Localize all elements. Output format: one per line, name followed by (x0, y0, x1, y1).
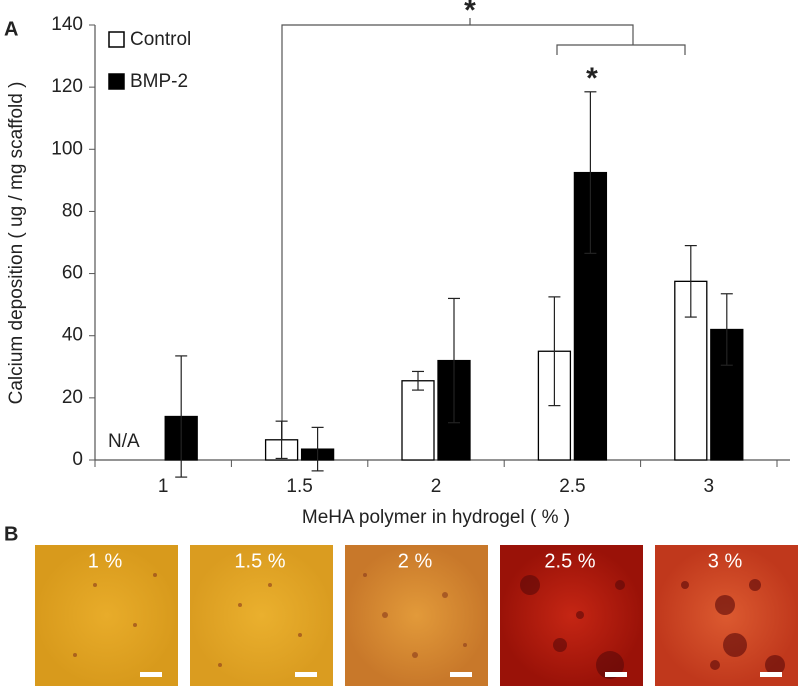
error-bar (684, 245, 697, 318)
x-axis-label: MeHA polymer in hydrogel ( % ) (302, 507, 570, 528)
scale-bar (295, 672, 317, 677)
micrograph-spot (93, 583, 97, 587)
image-label: 2 % (398, 550, 433, 572)
x-tick-label: 2 (431, 476, 442, 497)
legend-swatch (108, 73, 125, 90)
legend-swatch (108, 31, 125, 48)
error-bar (548, 296, 561, 407)
panel-label: A (4, 18, 18, 40)
scale-bar (450, 672, 472, 677)
x-tick-label: 1.5 (286, 476, 312, 497)
y-tick-label: 140 (51, 14, 83, 35)
bracket (556, 44, 686, 55)
micrograph-spot (553, 638, 567, 652)
micrograph-spot (268, 583, 272, 587)
micrograph-spot (363, 573, 367, 577)
error-bar (584, 91, 597, 254)
image-label: 1.5 % (234, 550, 285, 572)
y-axis-label: Calcium deposition ( ug / mg scaffold ) (6, 82, 27, 405)
legend-label: Control (130, 29, 191, 50)
micrograph-spot (218, 663, 222, 667)
y-tick-label: 80 (62, 200, 83, 221)
micrograph-spot (723, 633, 747, 657)
micrograph-spot (576, 611, 584, 619)
x-tick-label: 3 (704, 476, 715, 497)
micrograph (190, 545, 333, 686)
micrograph-spot (520, 575, 540, 595)
y-tick-label: 20 (62, 387, 83, 408)
micrograph-spot (442, 592, 448, 598)
y-tick-label: 100 (51, 138, 83, 159)
micrograph-spot (710, 660, 720, 670)
micrograph-spot (615, 580, 625, 590)
micrograph-spot (298, 633, 302, 637)
error-bar (448, 297, 460, 424)
micrograph (345, 545, 488, 686)
na-label: N/A (108, 431, 140, 452)
error-bar (275, 420, 288, 460)
image-label: 3 % (708, 550, 743, 572)
legend-label: BMP-2 (130, 71, 188, 92)
micrograph (35, 545, 178, 686)
image-label: 1 % (88, 550, 123, 572)
micrograph-spot (382, 612, 388, 618)
micrograph-spot (153, 573, 157, 577)
y-tick-label: 40 (62, 325, 83, 346)
micrograph-spot (749, 579, 761, 591)
bar (401, 380, 435, 461)
error-bar (311, 426, 324, 472)
error-bar (412, 370, 424, 391)
scale-bar (605, 672, 627, 677)
micrograph-spot (463, 643, 467, 647)
y-tick-label: 0 (72, 449, 83, 470)
micrograph-spot (73, 653, 77, 657)
significance: * (464, 0, 476, 27)
bracket (281, 24, 634, 440)
y-tick-label: 60 (62, 263, 83, 284)
micrograph-spot (412, 652, 418, 658)
error-bar (175, 355, 188, 478)
x-tick-label: 1 (158, 476, 169, 497)
micrograph-spot (133, 623, 137, 627)
significance: * (586, 62, 598, 95)
micrograph-spot (238, 603, 242, 607)
image-label: 2.5 % (544, 550, 595, 572)
micrograph-spot (765, 655, 785, 675)
y-tick-label: 120 (51, 76, 83, 97)
micrograph-spot (681, 581, 689, 589)
error-bar (720, 293, 733, 366)
scale-bar (140, 672, 162, 677)
panel-label: B (4, 523, 18, 545)
scale-bar (760, 672, 782, 677)
micrograph-spot (715, 595, 735, 615)
x-tick-label: 2.5 (559, 476, 585, 497)
